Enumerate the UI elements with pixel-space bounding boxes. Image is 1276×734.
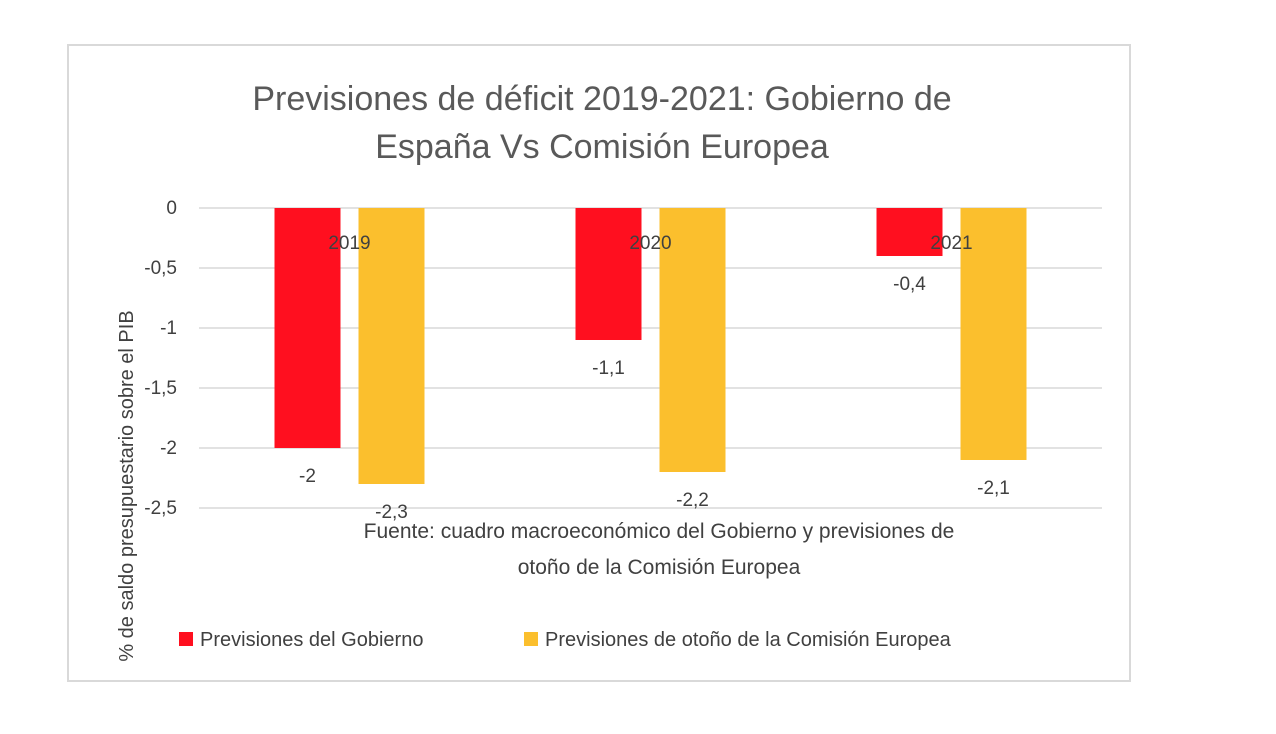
y-axis-label: % de saldo presupuestario sobre el PIB xyxy=(116,310,138,661)
y-tick-label: -2,5 xyxy=(144,498,177,519)
y-tick-label: -0,5 xyxy=(144,258,177,279)
data-label: -2,2 xyxy=(676,490,709,511)
bar-2019-series-2 xyxy=(358,208,425,484)
bar-2021-series-2 xyxy=(960,208,1027,460)
legend-label: Previsiones de otoño de la Comisión Euro… xyxy=(545,629,952,651)
y-tick-label: -1 xyxy=(160,318,177,339)
legend-swatch xyxy=(179,632,193,646)
bar-2020-series-1 xyxy=(575,208,642,340)
y-tick-label: 0 xyxy=(166,198,177,219)
bar-2021-series-1 xyxy=(876,208,943,256)
chart-frame: Previsiones de déficit 2019-2021: Gobier… xyxy=(67,44,1131,682)
bar-2019-series-1 xyxy=(274,208,341,448)
chart-title-line-1: Previsiones de déficit 2019-2021: Gobier… xyxy=(252,80,951,118)
source-note-line-2: otoño de la Comisión Europea xyxy=(518,556,801,579)
legend-swatch xyxy=(524,632,538,646)
chart-title-line-2: España Vs Comisión Europea xyxy=(375,128,829,166)
data-label: -2 xyxy=(299,466,316,487)
category-label: 2021 xyxy=(930,233,972,254)
y-tick-label: -1,5 xyxy=(144,378,177,399)
category-label: 2019 xyxy=(328,233,370,254)
chart: Previsiones de déficit 2019-2021: Gobier… xyxy=(116,80,1102,662)
legend-label: Previsiones del Gobierno xyxy=(200,629,423,651)
data-label: -0,4 xyxy=(893,274,926,295)
bar-2020-series-2 xyxy=(659,208,726,472)
source-note-line-1: Fuente: cuadro macroeconómico del Gobier… xyxy=(364,520,955,543)
y-tick-label: -2 xyxy=(160,438,177,459)
data-label: -2,1 xyxy=(977,478,1010,499)
category-label: 2020 xyxy=(629,233,671,254)
data-label: -2,3 xyxy=(375,502,408,523)
data-label: -1,1 xyxy=(592,358,625,379)
